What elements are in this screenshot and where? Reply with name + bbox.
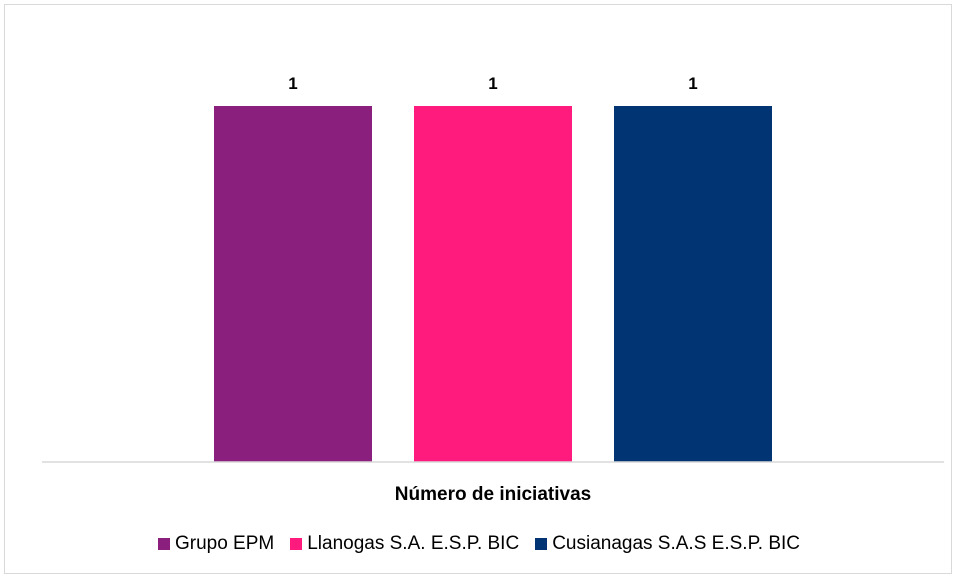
legend-item-cusianagas: Cusianagas S.A.S E.S.P. BIC [535,533,800,555]
data-labels-group: 1 1 1 [288,74,697,93]
data-label-cusianagas: 1 [688,74,697,93]
bars-group [214,106,772,462]
data-label-llanogas: 1 [488,74,497,93]
legend-swatch-cusianagas [535,538,548,550]
legend-swatch-llanogas [290,538,303,550]
data-label-grupo-epm: 1 [288,74,297,93]
legend-item-llanogas: Llanogas S.A. E.S.P. BIC [290,533,519,555]
legend-label-grupo-epm: Grupo EPM [174,533,275,554]
legend-label-cusianagas: Cusianagas S.A.S E.S.P. BIC [552,533,801,554]
legend-label-llanogas: Llanogas S.A. E.S.P. BIC [307,533,520,554]
legend-item-grupo-epm: Grupo EPM [157,533,275,555]
legend-swatch-grupo-epm [157,538,170,550]
bar-cusianagas [614,106,772,462]
bar-llanogas [414,106,572,462]
bar-grupo-epm [214,106,372,462]
legend: Grupo EPM Llanogas S.A. E.S.P. BIC Cusia… [0,533,958,555]
x-axis-title: Número de iniciativas [395,484,591,505]
